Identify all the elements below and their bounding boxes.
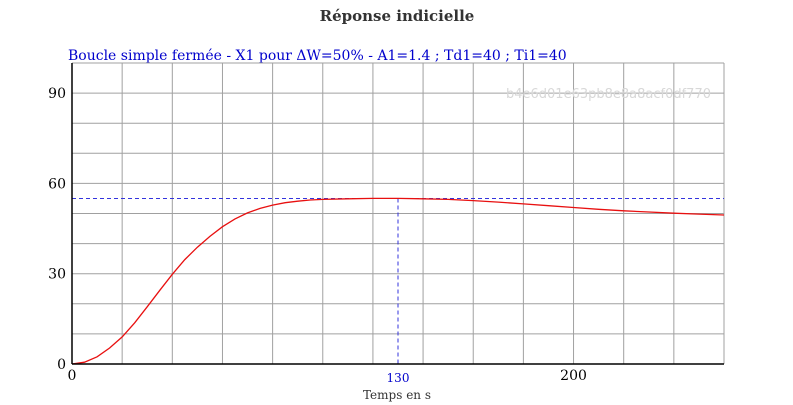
x-axis-label: Temps en s <box>363 388 431 402</box>
x-tick-label: 200 <box>560 368 587 384</box>
axes <box>71 63 724 365</box>
y-tick-label: 30 <box>48 267 66 283</box>
series-group <box>71 197 725 365</box>
response-curve <box>71 197 725 365</box>
tick-labels: 0 30 60 90 0 200 130 <box>48 86 587 385</box>
watermark: b4e6d01e63pb8e8a8acf0df770 <box>506 87 711 102</box>
chart-title: Réponse indicielle <box>320 7 475 25</box>
y-tick-label: 90 <box>48 86 66 102</box>
y-tick-label: 0 <box>57 357 66 373</box>
y-tick-label: 60 <box>48 176 66 192</box>
marker-x-label: 130 <box>387 371 410 385</box>
crosshair-markers <box>72 197 724 364</box>
chart-subtitle: Boucle simple fermée - X1 pour ΔW=50% - … <box>68 48 567 64</box>
x-tick-label: 0 <box>68 368 77 384</box>
